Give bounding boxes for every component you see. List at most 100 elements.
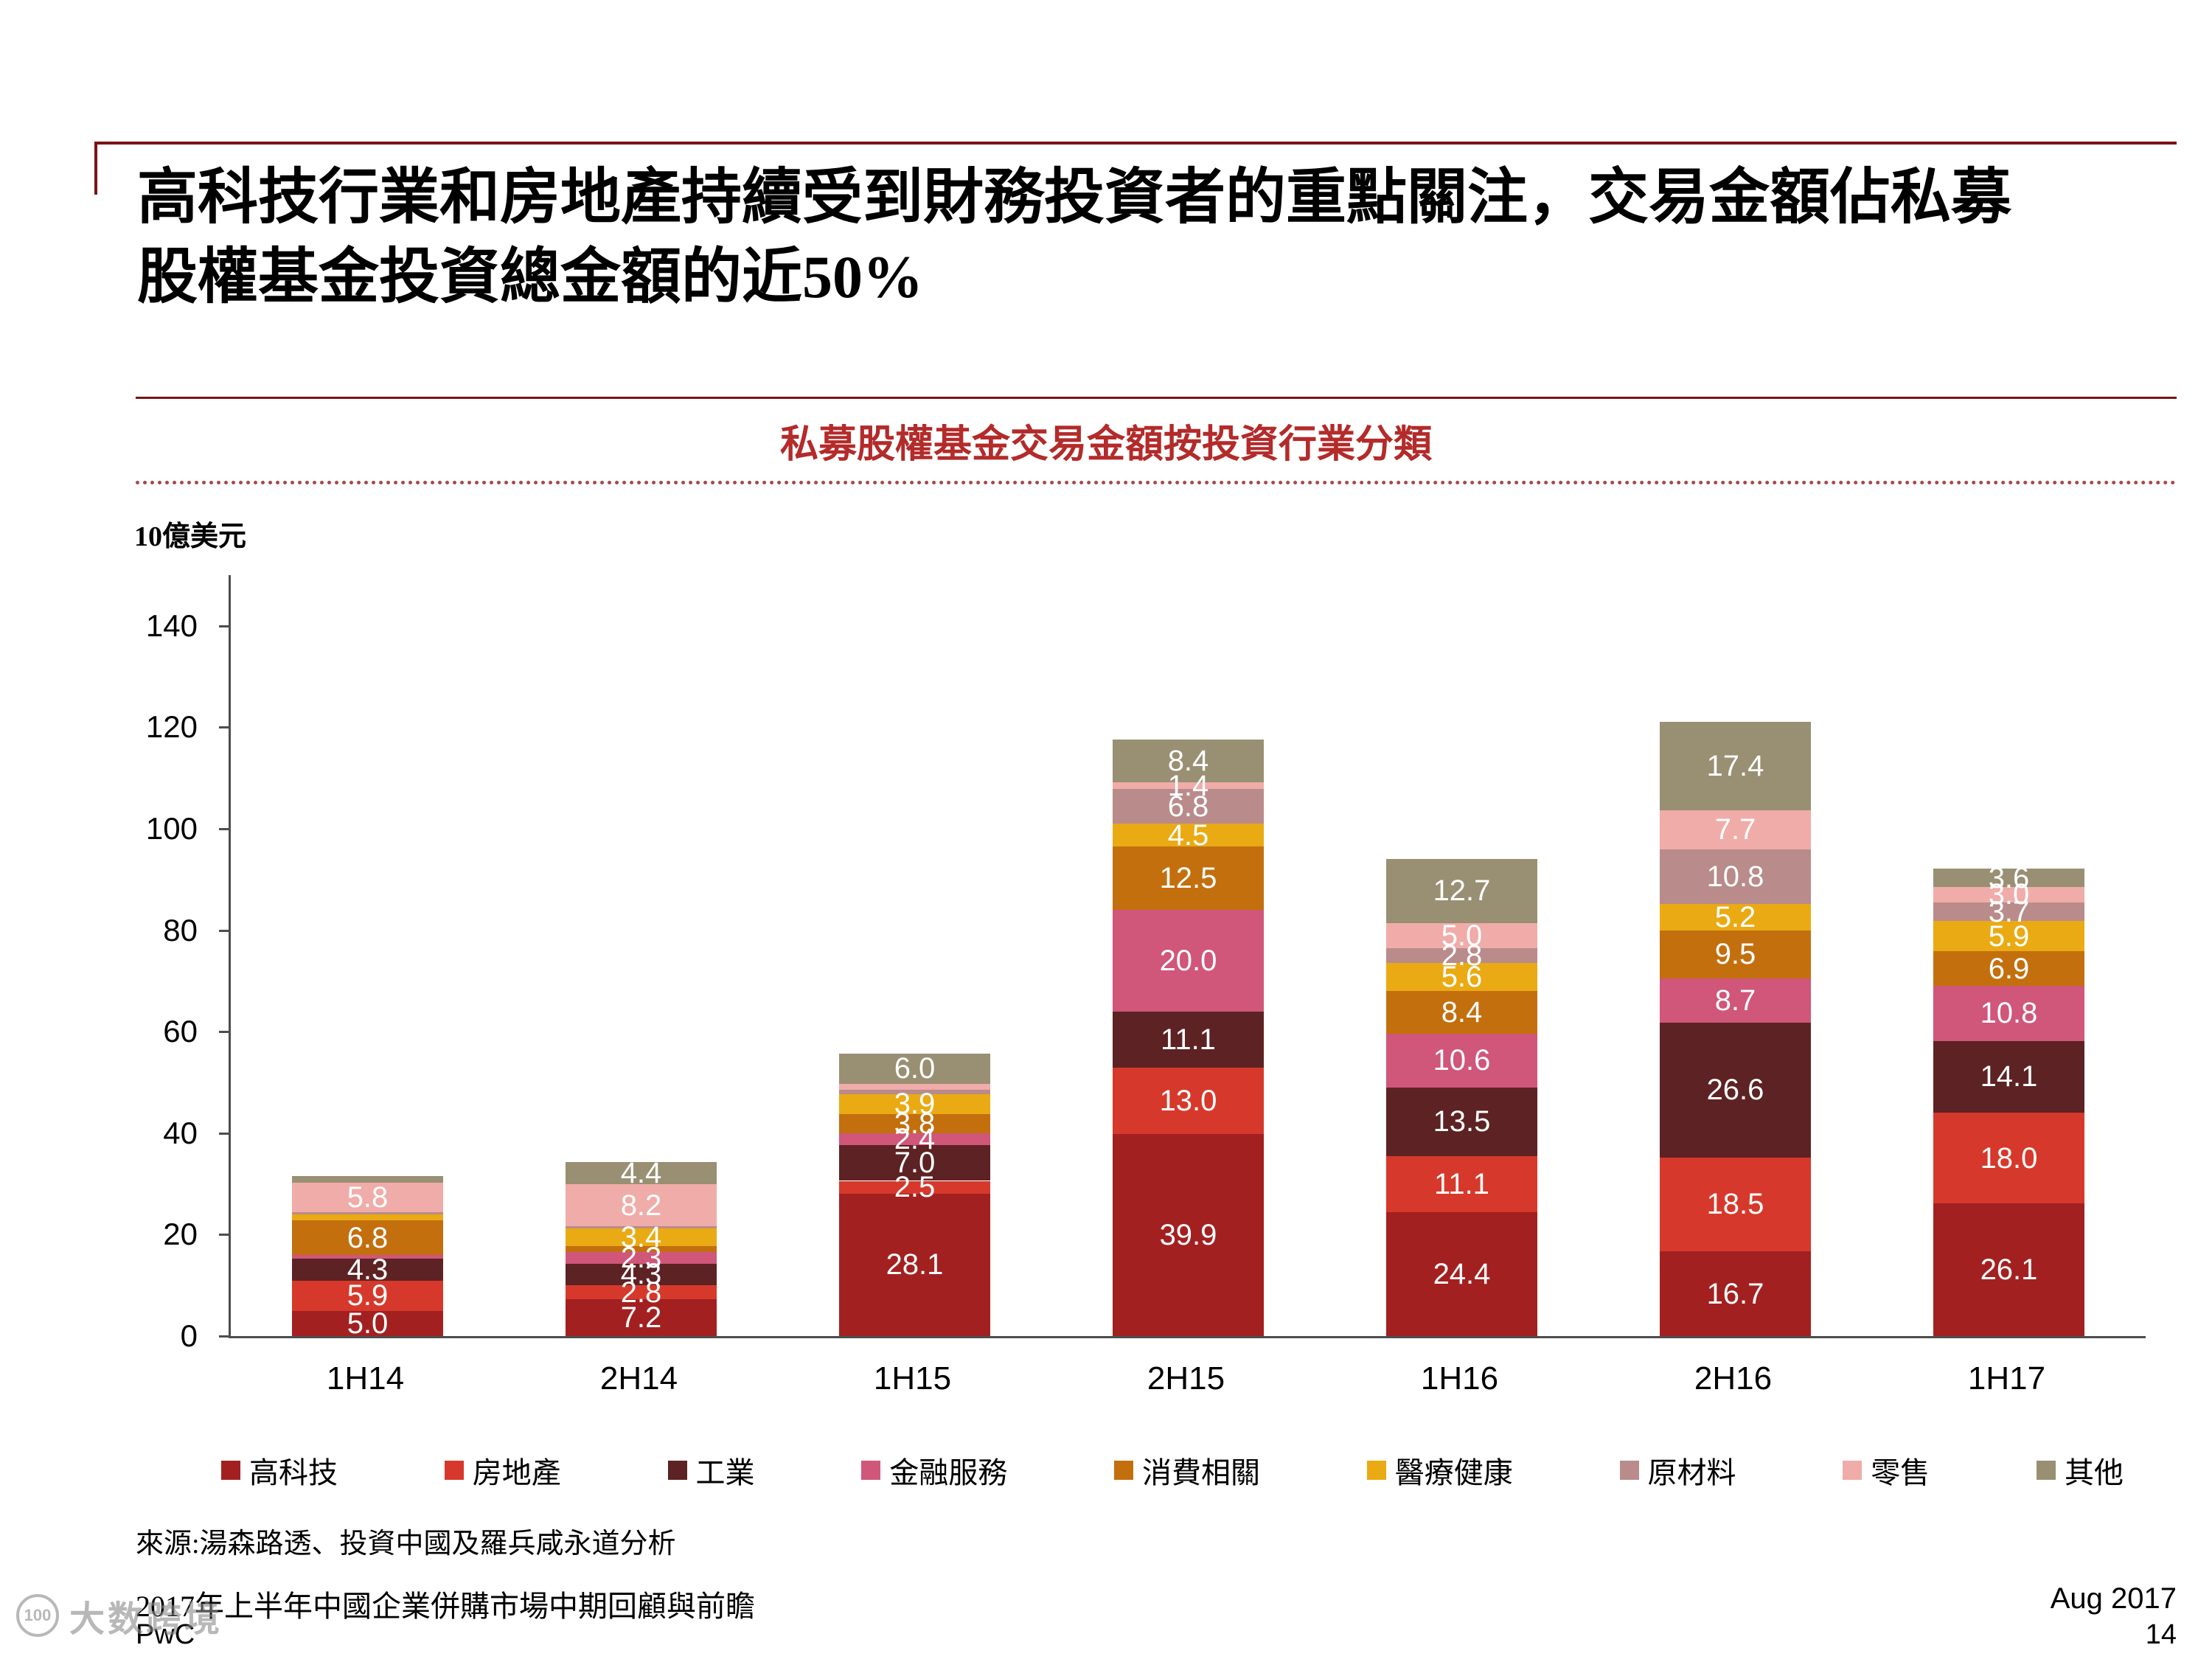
x-axis-label: 2H14 [599, 1360, 678, 1397]
bar-value-label: 12.5 [1159, 862, 1217, 895]
title-divider-rule [136, 397, 2177, 399]
bar-segment-原材料 [839, 1090, 990, 1094]
bar-value-label: 13.0 [1159, 1084, 1217, 1117]
bar-segment-金融服務 [839, 1133, 990, 1146]
y-tick-mark [219, 726, 231, 729]
y-tick-mark [219, 1335, 231, 1338]
bar-value-label: 10.6 [1433, 1044, 1491, 1077]
bar-value-label: 3.9 [894, 1088, 936, 1121]
legend-swatch [1619, 1461, 1639, 1480]
y-tick-mark [219, 828, 231, 830]
legend-swatch [1114, 1461, 1133, 1480]
bar-value-label: 7.7 [1714, 813, 1756, 846]
bar-value-label: 8.2 [620, 1189, 662, 1222]
bar-value-label: 5.0 [1441, 919, 1483, 953]
bar-value-label: 18.5 [1706, 1188, 1764, 1221]
bar-value-label: 5.0 [347, 1307, 389, 1340]
x-axis-label: 2H16 [1694, 1360, 1773, 1397]
legend-swatch [444, 1461, 464, 1480]
bar-segment-醫療健康 [292, 1214, 443, 1221]
bar-segment-原材料 [1933, 902, 2084, 922]
bar-value-label: 16.7 [1706, 1277, 1764, 1310]
bar-segment-其他 [1660, 721, 1811, 810]
chart-title-dotted-rule [136, 481, 2177, 484]
bar-segment-其他 [292, 1176, 443, 1183]
y-tick-label: 0 [180, 1318, 198, 1353]
watermark: 100 大数跨境 [16, 1590, 223, 1641]
bar-segment-工業 [1113, 1011, 1264, 1068]
bar-value-label: 12.7 [1433, 874, 1491, 908]
bar-segment-房地產 [1933, 1112, 2084, 1204]
bar-value-label: 9.5 [1714, 938, 1756, 971]
bar-value-label: 17.4 [1706, 749, 1764, 782]
bar-value-label: 5.9 [1988, 919, 2030, 953]
bar-segment-零售 [1113, 782, 1264, 790]
bar-segment-房地產 [839, 1180, 990, 1194]
y-tick-mark [219, 625, 231, 627]
legend-swatch [1843, 1461, 1863, 1480]
bar-value-label: 5.2 [1714, 900, 1756, 933]
bar-segment-原材料 [1113, 789, 1264, 824]
bar-value-label: 11.1 [1434, 1167, 1489, 1200]
bar-segment-房地產 [1113, 1068, 1264, 1134]
bar-value-label: 26.6 [1706, 1074, 1764, 1107]
bar-segment-零售 [1386, 922, 1537, 949]
bar-segment-其他 [1113, 739, 1264, 782]
bar-segment-原材料 [1660, 849, 1811, 904]
legend-item-其他: 其他 [2037, 1449, 2124, 1492]
footer-pwc-label: PwC [136, 1619, 195, 1650]
bar-value-label: 6.9 [1988, 952, 2030, 985]
y-tick-label: 40 [163, 1115, 198, 1150]
bar-value-label: 10.8 [1980, 997, 2038, 1030]
bar-segment-高科技 [1933, 1203, 2084, 1336]
bar-segment-其他 [566, 1162, 717, 1185]
bar-segment-醫療健康 [1933, 921, 2084, 951]
bar-segment-房地產 [566, 1285, 717, 1300]
bar-value-label: 13.5 [1433, 1105, 1491, 1138]
x-axis-labels: 1H14 2H14 1H15 2H15 1H16 2H16 1H17 [229, 1360, 2146, 1405]
bar-segment-原材料 [566, 1225, 717, 1229]
bar-segment-零售 [1933, 887, 2084, 902]
y-tick-label: 120 [145, 709, 198, 745]
bar-segment-金融服務 [292, 1254, 443, 1259]
x-axis-label: 1H15 [873, 1360, 952, 1397]
bar-value-label: 2.3 [620, 1241, 662, 1274]
bar-segment-醫療健康 [1113, 824, 1264, 847]
bar-segment-工業 [292, 1259, 443, 1281]
legend-item-高科技: 高科技 [221, 1449, 338, 1492]
legend-item-原材料: 原材料 [1619, 1449, 1736, 1492]
bar-value-label: 18.0 [1980, 1141, 2038, 1175]
bar-value-label: 10.8 [1706, 860, 1764, 893]
bar-value-label: 3.4 [620, 1220, 662, 1253]
y-tick-label: 80 [163, 912, 198, 947]
bar-value-label: 2.4 [894, 1123, 936, 1156]
watermark-logo-icon: 100 [16, 1594, 59, 1637]
bar-segment-工業 [839, 1145, 990, 1181]
footer-date: Aug 2017 [2050, 1582, 2177, 1615]
bar-value-label: 7.0 [894, 1147, 936, 1180]
bar-segment-零售 [292, 1183, 443, 1213]
bar-segment-高科技 [566, 1299, 717, 1336]
bar-value-label: 3.6 [1988, 861, 2030, 894]
bar-value-label: 5.6 [1441, 960, 1483, 993]
bar-segment-工業 [1933, 1040, 2084, 1113]
legend-label: 其他 [2065, 1456, 2124, 1489]
page-title-line1: 高科技行業和房地產持續受到財務投資者的重點關注，交易金額佔私募 [137, 164, 2012, 231]
bar-segment-醫療健康 [566, 1228, 717, 1246]
watermark-label: 大数跨境 [69, 1600, 223, 1639]
legend-swatch [221, 1461, 240, 1480]
bar-value-label: 4.3 [620, 1258, 662, 1291]
x-axis-label: 1H14 [326, 1360, 405, 1397]
bar-segment-醫療健康 [1386, 962, 1537, 992]
y-tick-mark [219, 1234, 231, 1237]
x-axis-label: 1H17 [1967, 1360, 2046, 1397]
bar-segment-零售 [566, 1184, 717, 1226]
bar-segment-其他 [1386, 858, 1537, 923]
page-title-line2: 股權基金投資總金額的近50% [137, 243, 924, 311]
bar-segment-消費相關 [1386, 991, 1537, 1034]
bar-value-label: 6.0 [894, 1052, 936, 1085]
bar-segment-房地產 [1660, 1157, 1811, 1252]
x-axis-label: 2H15 [1147, 1360, 1225, 1397]
bar-value-label: 3.8 [894, 1107, 936, 1140]
bar-segment-醫療健康 [839, 1093, 990, 1114]
